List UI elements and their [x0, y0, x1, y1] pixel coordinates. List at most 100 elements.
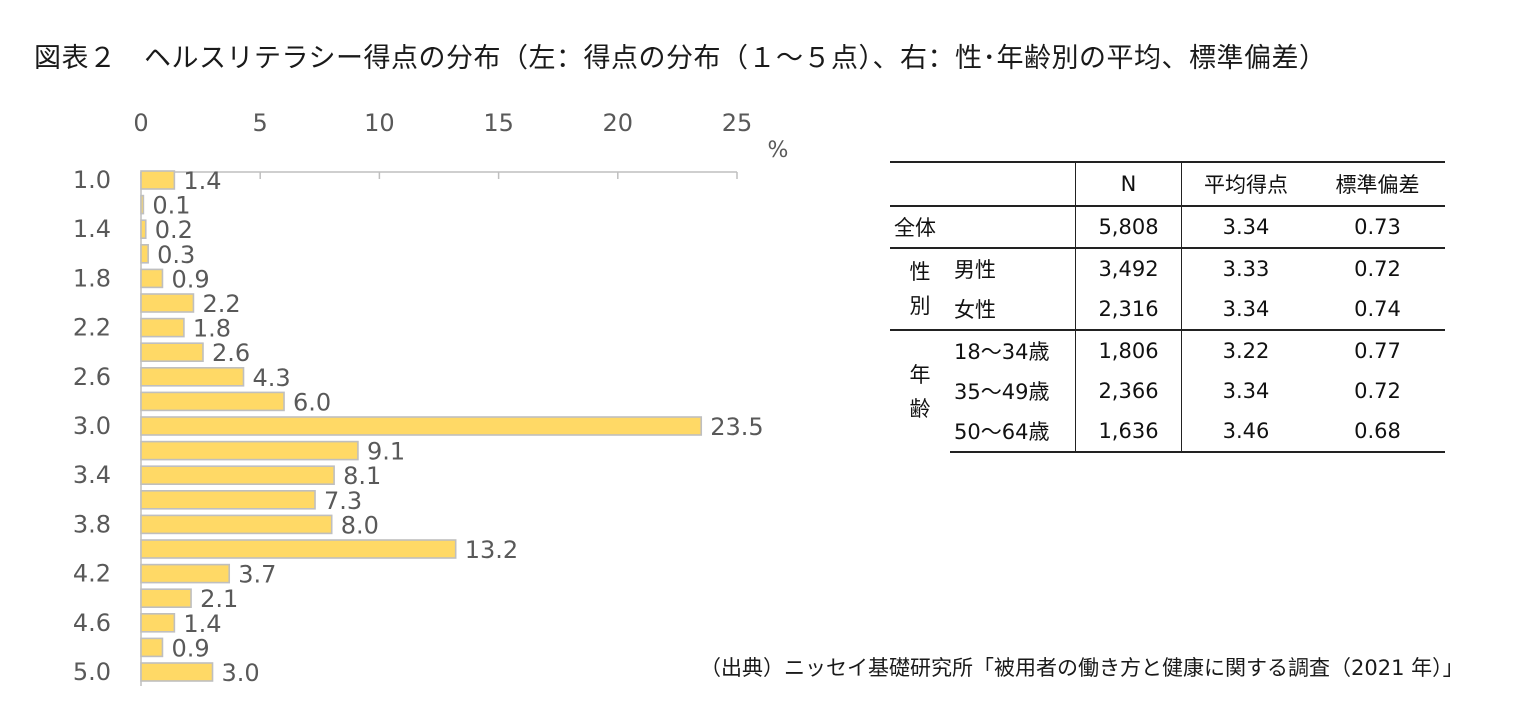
category-label: 1.4	[73, 215, 111, 243]
cell-sd: 0.73	[1354, 215, 1401, 239]
x-tick-label: 20	[603, 109, 634, 137]
bar	[140, 489, 316, 510]
bar-value-label: 0.9	[171, 634, 209, 662]
category-label: 5.0	[73, 658, 111, 686]
y-axis-category-labels: 1.0 1.4 1.8 2.2 2.6 3.0 3.4 3.8 4.2 4.6 5.0	[73, 166, 111, 686]
x-tick-label: 25	[722, 109, 753, 137]
x-axis-unit-label: %	[768, 138, 789, 163]
bar-value-label: 2.2	[202, 290, 240, 318]
table-row-age-50-64: 50～64歳 1,636 3.46 0.68	[890, 411, 1445, 453]
cell-n: 2,316	[1075, 289, 1182, 330]
header-sd: 標準偏差	[1310, 161, 1445, 207]
bar	[140, 244, 149, 264]
header-blank-cell	[890, 161, 1076, 207]
cell-mean: 3.22	[1181, 329, 1310, 371]
bar	[140, 366, 245, 387]
table-header-row: N 平均得点 標準偏差	[890, 161, 1445, 207]
cell-sd: 0.72	[1310, 247, 1445, 289]
row-label-male: 男性	[950, 247, 1076, 289]
table-row-overall: 全体 5,808 3.34 0.73	[890, 206, 1445, 248]
bar	[140, 612, 176, 633]
bar	[140, 465, 335, 486]
table-row-age-35-49: 35～49歳 2,366 3.34 0.72	[890, 371, 1445, 411]
cell-mean: 3.34	[1222, 215, 1270, 239]
bar	[140, 268, 164, 289]
bar-value-label: 2.6	[212, 339, 250, 367]
category-label: 3.8	[73, 510, 111, 538]
bar	[140, 391, 285, 412]
table-row-female: 女性 2,316 3.34 0.74	[890, 289, 1445, 330]
bar-value-label: 8.1	[343, 462, 381, 490]
bar-value-label: 1.4	[183, 610, 221, 638]
cell-mean: 3.34	[1222, 379, 1270, 403]
cell-n: 3,492	[1075, 247, 1182, 289]
bar-value-label: 1.4	[183, 167, 221, 195]
bar	[140, 440, 359, 461]
row-label-overall: 全体	[894, 216, 936, 240]
score-distribution-chart: 0 5 10 15 20 25 % 1.01.41.82.22.63.03.43.84.2…	[73, 109, 789, 687]
bar	[140, 637, 164, 658]
category-label: 2.6	[73, 363, 111, 391]
table-row-male: 性別 男性 3,492 3.33 0.72	[890, 247, 1445, 330]
category-label: 3.0	[73, 412, 111, 440]
bar	[140, 563, 231, 584]
row-label-age-50-64: 50～64歳	[950, 411, 1076, 453]
bar	[140, 662, 214, 682]
header-mean: 平均得点	[1181, 161, 1310, 207]
row-label-female: 女性	[954, 298, 996, 322]
group-label-sex-2: 別	[909, 294, 931, 318]
bar-value-label: 9.1	[367, 438, 405, 466]
table-row-age-18-34: 年齢 18～34歳 1,806 3.22 0.77	[890, 329, 1445, 452]
bar	[140, 342, 204, 363]
bar	[140, 170, 176, 190]
bar	[140, 588, 192, 609]
x-tick-label: 15	[483, 109, 514, 137]
cell-n: 1,806	[1075, 329, 1182, 371]
group-label-age-1: 年	[909, 362, 931, 387]
category-label: 1.8	[73, 264, 111, 292]
cell-sd: 0.77	[1310, 329, 1445, 371]
figure-title: 図表２ ヘルスリテラシー得点の分布（左：得点の分布（１～５点）、右：性･年齢別の…	[34, 43, 1327, 74]
bar-value-label: 7.3	[324, 487, 362, 515]
cell-sd: 0.68	[1310, 411, 1445, 453]
bar-value-label: 23.5	[710, 413, 763, 441]
category-label: 4.2	[73, 560, 111, 588]
mean-sd-table: N 平均得点 標準偏差 全体 5,808 3.34 0.73 性別 男性 3,4…	[890, 161, 1445, 453]
bar-value-label: 2.1	[200, 585, 238, 613]
cell-sd: 0.72	[1354, 379, 1401, 403]
cell-mean: 3.46	[1181, 411, 1310, 453]
bar-value-label: 0.3	[157, 241, 195, 269]
bar-value-label: 13.2	[465, 536, 518, 564]
group-label-sex-1: 性	[909, 260, 931, 284]
bar-value-label: 0.2	[155, 216, 193, 244]
bar-value-label: 3.0	[222, 659, 260, 687]
bar	[140, 539, 457, 559]
row-label-age-18-34: 18～34歳	[950, 329, 1076, 371]
group-label-age-2: 齢	[909, 396, 931, 421]
group-label-sex: 性別	[890, 247, 950, 330]
category-label: 3.4	[73, 461, 111, 489]
source-note: （出典）ニッセイ基礎研究所「被用者の働き方と健康に関する調査（2021 年）」	[700, 656, 1464, 680]
bar-value-label: 3.7	[238, 561, 276, 589]
bar-value-label: 6.0	[293, 388, 331, 416]
bar-group	[140, 170, 703, 682]
header-n: N	[1075, 161, 1182, 207]
cell-n: 5,808	[1075, 206, 1182, 248]
bar	[140, 219, 147, 239]
category-label: 2.2	[73, 314, 111, 342]
x-tick-label: 5	[253, 109, 268, 137]
cell-n: 1,636	[1075, 411, 1182, 453]
bar	[140, 317, 185, 338]
bar-value-label: 0.1	[152, 192, 190, 220]
cell-mean: 3.34	[1222, 297, 1270, 321]
category-label: 4.6	[73, 609, 111, 637]
bar	[140, 194, 145, 215]
bar-value-label: 1.8	[193, 315, 231, 343]
row-label-age-35-49: 35～49歳	[954, 380, 1050, 404]
bar	[140, 514, 333, 535]
bar-value-label: 8.0	[341, 511, 379, 539]
bar-value-label: 4.3	[253, 364, 291, 392]
group-label-age: 年齢	[890, 329, 950, 452]
x-tick-label: 0	[133, 109, 148, 137]
cell-mean: 3.33	[1181, 247, 1310, 289]
